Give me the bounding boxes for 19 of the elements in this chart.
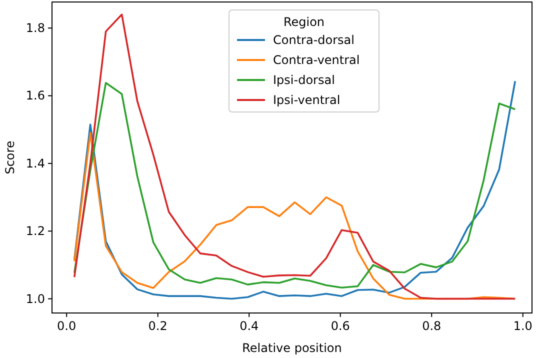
y-tick-label: 1.6 (26, 88, 45, 103)
y-tick-label: 1.4 (26, 156, 45, 170)
y-axis-title: Score (3, 140, 17, 174)
legend-label: Ipsi-dorsal (273, 73, 335, 87)
legend-label: Contra-dorsal (273, 33, 354, 47)
x-tick-label: 0.8 (422, 319, 442, 333)
x-tick-label: 0.2 (148, 319, 168, 333)
legend-label: Contra-ventral (273, 53, 360, 67)
y-tick-label: 1.2 (26, 224, 45, 238)
x-tick-label: 0.6 (330, 319, 350, 333)
y-tick-label: 1.8 (26, 21, 45, 36)
legend-title: Region (283, 15, 325, 29)
y-tick-label: 1.0 (26, 292, 45, 306)
legend-label: Ipsi-ventral (273, 93, 340, 107)
x-tick-label: 1.0 (513, 319, 532, 333)
x-tick-label: 0.4 (240, 319, 259, 333)
x-axis-title: Relative position (242, 341, 342, 355)
line-series (73, 14, 516, 300)
x-tick-label: 0.0 (57, 319, 76, 333)
